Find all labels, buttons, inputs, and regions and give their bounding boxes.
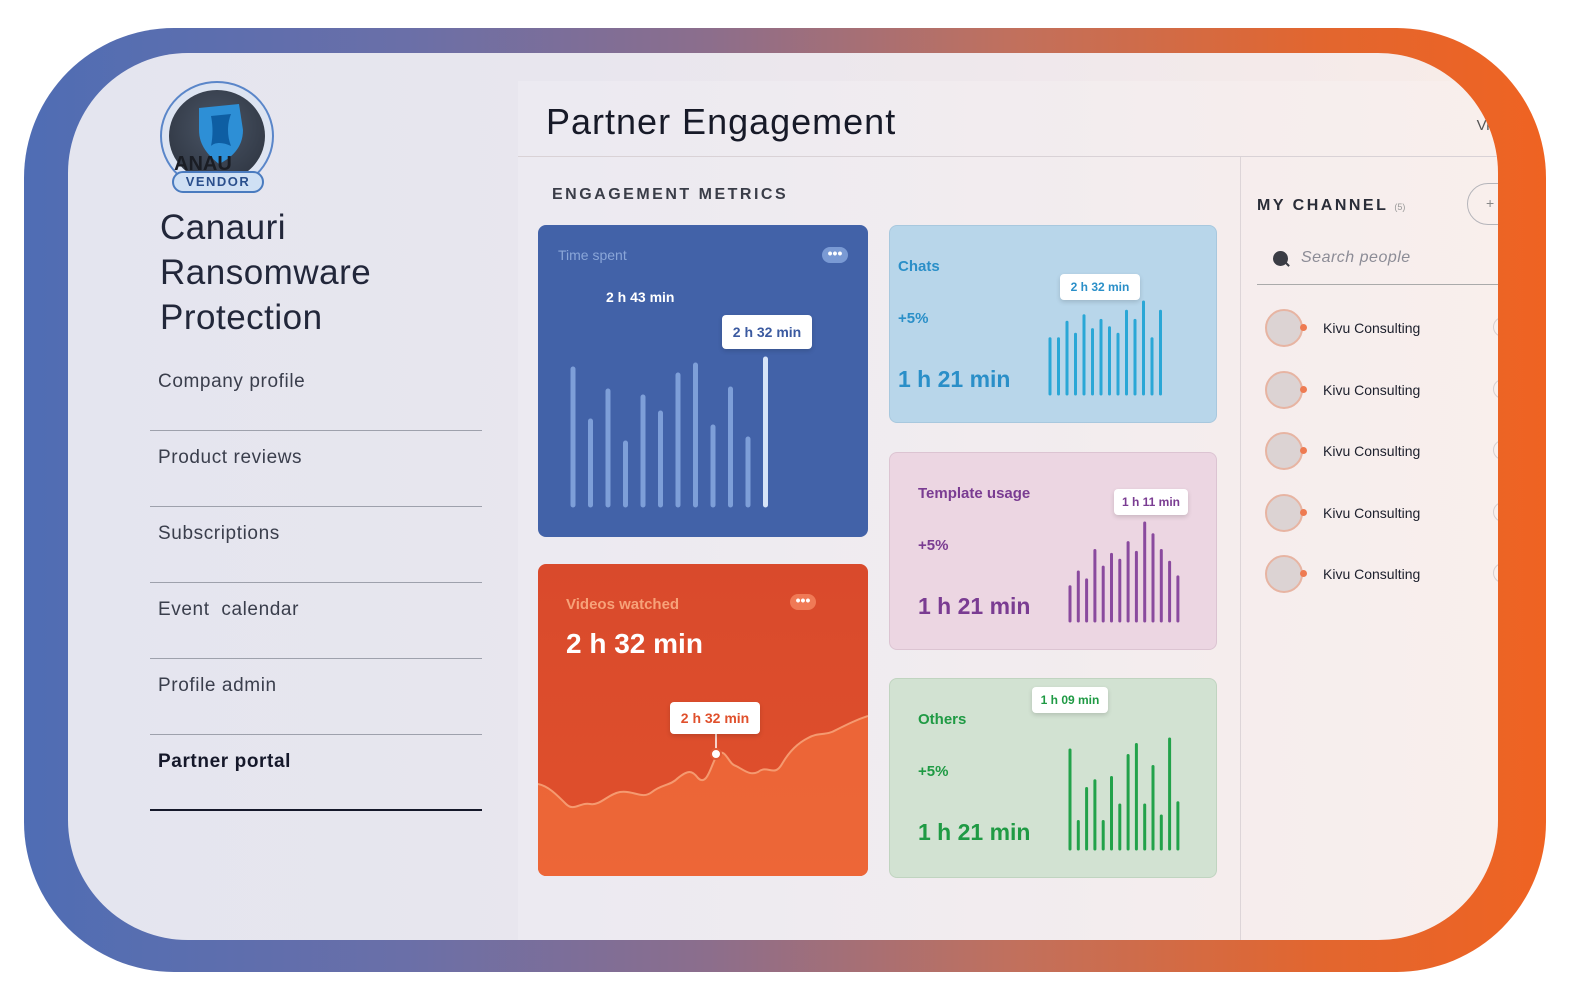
videos-watched-card[interactable]: Videos watched ••• 2 h 32 min 2 h 32 min <box>538 564 868 876</box>
others-change: +5% <box>918 763 949 780</box>
template-title: Template usage <box>918 485 1031 502</box>
videos-watched-value: 2 h 32 min <box>566 628 703 659</box>
videos-tooltip: 2 h 32 min <box>670 702 760 734</box>
videos-watched-title: Videos watched <box>566 596 680 613</box>
app-screen: ANAU VENDOR Canauri Ransomware Protectio… <box>68 53 1498 940</box>
person-action-icon[interactable] <box>1493 502 1498 522</box>
time-spent-card[interactable]: Time spent ••• 2 h 43 min 2 h 32 min <box>538 225 868 537</box>
chats-card[interactable]: Chats +5% 1 h 21 min 2 h 32 min <box>889 225 1217 423</box>
person-action-icon[interactable] <box>1493 440 1498 460</box>
search-people-field[interactable]: Search people <box>1257 241 1498 285</box>
top-bar: Partner Engagement Vie <box>518 81 1498 157</box>
avatar <box>1265 309 1307 347</box>
channel-person[interactable]: Kivu Consulting <box>1265 432 1498 472</box>
shield-logo-icon <box>199 104 243 164</box>
channel-person[interactable]: Kivu Consulting <box>1265 494 1498 534</box>
template-usage-card[interactable]: Template usage +5% 1 h 21 min 1 h 11 min <box>889 452 1217 650</box>
nav-profile-admin[interactable]: Profile admin <box>150 659 482 735</box>
nav-partner-portal[interactable]: Partner portal <box>150 735 482 811</box>
others-value: 1 h 21 min <box>918 819 1031 845</box>
engagement-metrics-heading: ENGAGEMENT METRICS <box>552 186 789 203</box>
view-link[interactable]: Vie <box>1476 117 1498 134</box>
time-spent-value: 2 h 43 min <box>606 289 675 305</box>
logo-text: ANAU <box>174 153 232 175</box>
company-name: Canauri Ransomware Protection <box>160 208 372 337</box>
nav-company-profile[interactable]: Company profile <box>150 355 482 431</box>
vendor-logo-badge: ANAU VENDOR <box>160 81 274 193</box>
template-change: +5% <box>918 537 949 554</box>
page-title: Partner Engagement <box>546 101 897 142</box>
avatar <box>1265 371 1307 409</box>
more-options-icon[interactable]: ••• <box>822 246 848 263</box>
vendor-badge: VENDOR <box>172 171 264 193</box>
channel-person[interactable]: Kivu Consulting <box>1265 309 1498 349</box>
main-panel: Partner Engagement Vie ENGAGEMENT METRIC… <box>518 81 1498 940</box>
person-name: Kivu Consulting <box>1323 566 1421 582</box>
nav-product-reviews[interactable]: Product reviews <box>150 431 482 507</box>
template-value: 1 h 21 min <box>918 593 1031 619</box>
my-channel-heading: MY CHANNEL (5) <box>1257 197 1406 214</box>
others-card[interactable]: Others +5% 1 h 21 min 1 h 09 min <box>889 678 1217 878</box>
person-name: Kivu Consulting <box>1323 320 1421 336</box>
search-people-placeholder: Search people <box>1301 249 1411 266</box>
search-icon <box>1273 251 1288 266</box>
chats-title: Chats <box>898 258 940 275</box>
time-spent-bar-chart <box>570 356 768 508</box>
channel-person[interactable]: Kivu Consulting <box>1265 555 1498 595</box>
avatar <box>1265 494 1307 532</box>
chats-value: 1 h 21 min <box>898 366 1011 392</box>
others-tooltip: 1 h 09 min <box>1032 687 1108 713</box>
sidebar-nav: Company profile Product reviews Subscrip… <box>150 355 482 811</box>
logo-disc <box>169 90 265 182</box>
avatar <box>1265 432 1307 470</box>
person-name: Kivu Consulting <box>1323 505 1421 521</box>
template-tooltip: 1 h 11 min <box>1114 489 1188 515</box>
sidebar: ANAU VENDOR Canauri Ransomware Protectio… <box>68 53 518 940</box>
person-action-icon[interactable] <box>1493 563 1498 583</box>
others-bar-chart <box>1068 737 1180 851</box>
person-name: Kivu Consulting <box>1323 382 1421 398</box>
more-options-icon[interactable]: ••• <box>790 593 816 610</box>
template-bar-chart <box>1068 521 1180 623</box>
channel-person[interactable]: Kivu Consulting <box>1265 371 1498 411</box>
chats-change: +5% <box>898 310 929 327</box>
time-spent-tooltip: 2 h 32 min <box>722 315 812 349</box>
others-title: Others <box>918 711 967 728</box>
videos-area-chart <box>538 715 868 876</box>
nav-event-calendar[interactable]: Event calendar <box>150 583 482 659</box>
channel-count: (5) <box>1394 202 1406 212</box>
avatar <box>1265 555 1307 593</box>
my-channel-panel: MY CHANNEL (5) + Search people Kivu Consu… <box>1240 157 1498 940</box>
add-person-button[interactable]: + <box>1467 183 1498 225</box>
nav-subscriptions[interactable]: Subscriptions <box>150 507 482 583</box>
chats-bar-chart <box>1048 300 1162 396</box>
person-action-icon[interactable] <box>1493 317 1498 337</box>
chats-tooltip: 2 h 32 min <box>1060 274 1140 300</box>
time-spent-title: Time spent <box>558 247 627 263</box>
person-action-icon[interactable] <box>1493 379 1498 399</box>
person-name: Kivu Consulting <box>1323 443 1421 459</box>
